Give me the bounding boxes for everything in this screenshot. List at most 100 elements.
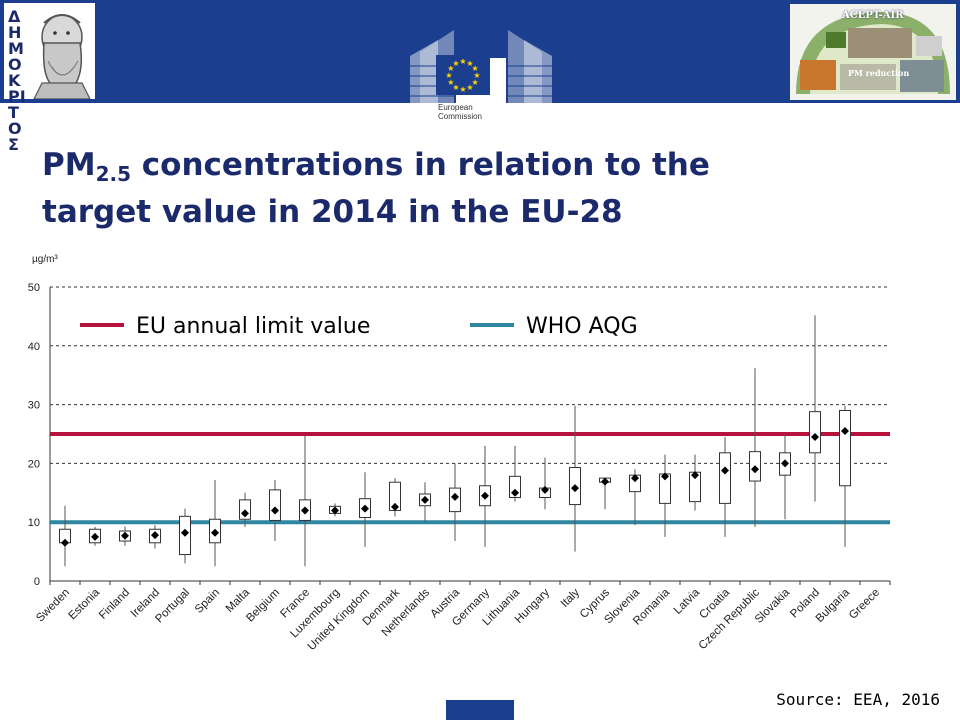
eu-stars-icon: ★ ★★★★★★★★★★★ xyxy=(445,57,480,94)
box-plot-romania xyxy=(659,454,671,537)
slide-title: PM2.5 concentrations in relation to the … xyxy=(42,142,710,236)
x-tick-label: Greece xyxy=(847,587,882,622)
median-marker xyxy=(301,506,309,515)
box-plot-slovenia xyxy=(629,469,641,526)
box-plot-ireland xyxy=(149,525,161,549)
median-marker xyxy=(811,432,819,441)
title-pm-subscript: 2.5 xyxy=(95,162,132,186)
y-tick-label: 10 xyxy=(28,517,40,529)
democritus-logo: ΔΗΜΟΚΡΙΤΟΣ xyxy=(4,3,95,153)
title-line1-rest: concentrations in relation to the xyxy=(131,147,710,183)
democritus-logo-graphic xyxy=(4,3,95,100)
eu-star-icon: ★ xyxy=(447,64,454,73)
democritus-logo-text: ΔΗΜΟΚΡΙΤΟΣ xyxy=(8,7,26,154)
legend-label: EU annual limit value xyxy=(136,314,370,339)
footer-bar xyxy=(446,700,514,720)
box-plot-sweden xyxy=(59,505,71,567)
x-tick-label: Estonia xyxy=(67,586,103,622)
eu-star-icon: ★ xyxy=(459,57,466,66)
box-plot-malta xyxy=(239,492,251,527)
median-marker xyxy=(181,528,189,537)
median-marker xyxy=(241,509,249,518)
acept-air-logo-graphic xyxy=(790,4,956,100)
box-plot-france xyxy=(299,435,311,567)
box-plot-cyprus xyxy=(599,477,611,510)
x-tick-label: Sweden xyxy=(34,587,72,625)
pm25-boxplot-chart: µg/m³ 0 10 20 30 40 50 SwedenEstoniaFinlandIr… xyxy=(28,254,891,653)
box-plot-germany xyxy=(479,445,491,547)
ec-logo-line-2: Commission xyxy=(438,112,483,121)
box-plot-bulgaria xyxy=(839,405,851,547)
title-pm-prefix: PM xyxy=(42,147,96,183)
eu-star-icon: ★ xyxy=(466,83,473,92)
acept-air-caption: PM reduction xyxy=(848,68,910,78)
median-marker xyxy=(61,538,69,547)
median-marker xyxy=(751,465,759,474)
y-unit-label: µg/m³ xyxy=(32,254,58,265)
acept-air-logo: ACEPT-AIR PM reduction xyxy=(790,4,956,100)
box-plot-hungary xyxy=(539,457,551,510)
eu-star-icon: ★ xyxy=(445,71,452,80)
eu-star-icon: ★ xyxy=(452,83,459,92)
eu-star-icon: ★ xyxy=(472,64,479,73)
header-bar: ΔΗΜΟΚΡΙΤΟΣ ★ ★ ★ ★ ★ ★ ★ ★ ★ ★ ★ ★ European Commiss… xyxy=(0,0,960,153)
median-marker xyxy=(421,495,429,504)
median-marker xyxy=(271,506,279,515)
x-tick-label: Spain xyxy=(193,587,222,616)
median-marker xyxy=(361,504,369,513)
box-plot-estonia xyxy=(89,526,101,546)
median-marker xyxy=(691,471,699,480)
box-plot-italy xyxy=(569,405,581,552)
eu-star-icon: ★ xyxy=(447,78,454,87)
reference-lines xyxy=(50,432,890,525)
median-marker xyxy=(631,474,639,483)
y-tick-label: 50 xyxy=(28,282,40,294)
median-marker xyxy=(391,502,399,511)
eu-star-icon: ★ xyxy=(459,85,466,94)
median-marker xyxy=(451,492,459,501)
median-marker xyxy=(91,532,99,541)
box-plots xyxy=(59,315,851,567)
box-plot-belgium xyxy=(269,479,281,542)
ec-logo-text: European Commission xyxy=(438,103,482,121)
median-marker xyxy=(211,528,219,537)
y-tick-labels: 0 10 20 30 40 50 xyxy=(28,282,40,588)
eu-star-icon: ★ xyxy=(473,71,480,80)
x-tick-label: Bulgaria xyxy=(814,586,853,625)
title-line2: target value in 2014 in the EU-28 xyxy=(42,194,623,230)
box-iqr xyxy=(719,452,731,504)
box-plot-poland xyxy=(809,315,821,502)
median-marker xyxy=(841,427,849,436)
box-plot-united-kingdom xyxy=(359,472,371,547)
x-tick-label: Italy xyxy=(559,586,583,610)
x-tick-label: Finland xyxy=(97,587,132,622)
median-marker xyxy=(331,506,339,515)
eu-star-icon: ★ xyxy=(466,59,473,68)
box-plot-finland xyxy=(119,526,131,546)
y-tick-label: 0 xyxy=(34,576,40,588)
median-marker xyxy=(151,531,159,540)
box-iqr xyxy=(509,475,521,499)
box-plot-latvia xyxy=(689,454,701,511)
box-iqr xyxy=(839,409,851,487)
x-tick-label: Belgium xyxy=(244,587,282,625)
acept-air-title: ACEPT-AIR xyxy=(842,10,904,21)
eu-star-icon: ★ xyxy=(452,59,459,68)
box-plot-slovakia xyxy=(779,434,791,520)
median-marker xyxy=(121,531,129,540)
chart-legend: EU annual limit value WHO AQG xyxy=(80,314,638,339)
box-plot-spain xyxy=(209,479,221,567)
median-marker xyxy=(511,488,519,497)
median-marker xyxy=(571,484,579,493)
median-marker xyxy=(601,477,609,486)
legend-label: WHO AQG xyxy=(526,314,638,339)
y-tick-label: 20 xyxy=(28,458,40,470)
median-marker xyxy=(541,485,549,494)
eu-star-icon: ★ xyxy=(472,78,479,87)
box-plot-denmark xyxy=(389,478,401,517)
box-plot-lithuania xyxy=(509,445,521,502)
box-iqr xyxy=(809,411,821,454)
ec-logo-line-1: European xyxy=(438,103,473,112)
box-plot-netherlands xyxy=(419,482,431,523)
